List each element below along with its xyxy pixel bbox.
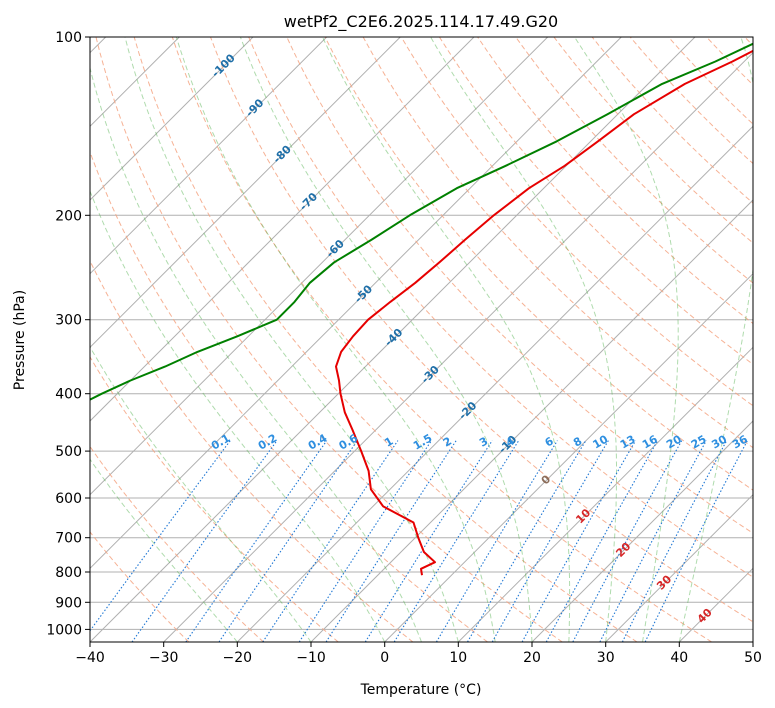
dry-adiabat bbox=[90, 355, 339, 642]
isotherm-line bbox=[90, 37, 475, 422]
y-tick-label: 300 bbox=[55, 313, 82, 329]
dry-adiabat bbox=[90, 531, 190, 642]
dry-adiabat bbox=[324, 37, 753, 491]
temperature-profile bbox=[335, 49, 753, 576]
x-tick-label: 50 bbox=[744, 650, 762, 666]
isotherm-line bbox=[90, 37, 401, 349]
x-axis: −40 −30 −20 −10 0 10 20 30 40 50 bbox=[75, 642, 762, 666]
dry-adiabat bbox=[133, 37, 638, 642]
mixing-ratio-line bbox=[364, 440, 493, 642]
moist-adiabat bbox=[124, 37, 459, 642]
isotherm-line bbox=[90, 37, 696, 642]
dry-adiabat bbox=[90, 259, 414, 642]
dewpoint-profile bbox=[90, 42, 753, 401]
x-axis-title: Temperature (°C) bbox=[360, 682, 482, 698]
x-tick-label: 0 bbox=[380, 650, 389, 666]
y-tick-label: 400 bbox=[55, 387, 82, 403]
profiles bbox=[90, 42, 753, 576]
mixing-ratio-line bbox=[298, 440, 432, 642]
mixing-ratio-line bbox=[262, 440, 399, 642]
moist-adiabat bbox=[322, 37, 571, 642]
mixing-ratio-line bbox=[491, 440, 609, 642]
moist-adiabat bbox=[90, 65, 422, 642]
y-tick-label: 800 bbox=[55, 565, 82, 581]
dry-adiabat bbox=[400, 37, 753, 407]
isotherm-line bbox=[531, 420, 753, 642]
y-tick-label: 600 bbox=[55, 491, 82, 507]
isotherm-line bbox=[605, 493, 753, 642]
isotherm-line bbox=[90, 37, 622, 570]
x-tick-label: 20 bbox=[523, 650, 541, 666]
x-tick-label: −20 bbox=[223, 650, 253, 666]
mixing-ratio-line bbox=[218, 440, 358, 642]
dry-adiabat bbox=[362, 37, 753, 449]
y-tick-label: 900 bbox=[55, 595, 82, 611]
y-tick-label: 200 bbox=[55, 208, 82, 224]
x-tick-label: 10 bbox=[449, 650, 467, 666]
dry-adiabat bbox=[210, 37, 753, 623]
moist-adiabat bbox=[574, 37, 679, 642]
mixing-ratio-line bbox=[572, 440, 683, 642]
x-tick-label: −40 bbox=[75, 650, 105, 666]
plot-frame bbox=[89, 36, 754, 643]
dry-adiabat bbox=[438, 37, 753, 365]
y-tick-label: 500 bbox=[55, 444, 82, 460]
mixing-ratio-line bbox=[325, 440, 457, 642]
x-tick-label: −10 bbox=[296, 650, 326, 666]
isotherm-line bbox=[90, 37, 254, 201]
moist-adiabat bbox=[90, 458, 238, 642]
x-tick-label: −30 bbox=[149, 650, 179, 666]
isotherm-line bbox=[90, 37, 549, 496]
dry-adiabat bbox=[477, 37, 753, 325]
moist-adiabat bbox=[175, 37, 496, 642]
dry-adiabat bbox=[248, 37, 753, 578]
dry-adiabat bbox=[553, 37, 753, 244]
mixing-ratio-line bbox=[393, 440, 520, 642]
dry-adiabat bbox=[171, 37, 712, 642]
dry-adiabat bbox=[286, 37, 753, 534]
mixing-ratio-line bbox=[435, 440, 558, 642]
plot-background bbox=[90, 37, 753, 642]
background-lines bbox=[90, 37, 753, 642]
isotherm-line bbox=[90, 37, 328, 275]
isotherm-line bbox=[457, 346, 753, 642]
y-tick-label: 100 bbox=[55, 30, 82, 46]
moist-adiabat bbox=[430, 37, 617, 642]
moist-adiabat bbox=[90, 189, 386, 642]
dry-adiabat bbox=[95, 37, 563, 642]
moist-adiabat bbox=[90, 345, 312, 642]
y-axis: 100 200 300 400 500 600 700 800 900 1000 bbox=[46, 30, 90, 638]
x-tick-label: 30 bbox=[597, 650, 615, 666]
x-tick-label: 40 bbox=[670, 650, 688, 666]
isotherm-line bbox=[163, 51, 753, 642]
mixing-ratio-line bbox=[621, 440, 728, 642]
dry-adiabat bbox=[90, 150, 488, 642]
isotherm-line bbox=[236, 125, 753, 642]
moist-adiabat bbox=[678, 37, 753, 642]
y-axis-title: Pressure (hPa) bbox=[12, 290, 28, 390]
mixing-ratio-line bbox=[467, 440, 587, 642]
dry-adiabat bbox=[591, 37, 753, 204]
mixing-ratio-line bbox=[185, 440, 328, 642]
y-tick-label: 1000 bbox=[46, 622, 82, 638]
chart-title: wetPf2_C2E6.2025.114.17.49.G20 bbox=[284, 12, 558, 32]
y-tick-label: 700 bbox=[55, 531, 82, 547]
moist-adiabat bbox=[239, 37, 533, 642]
isotherm-line bbox=[384, 272, 753, 642]
mixing-ratio-line bbox=[599, 440, 707, 642]
